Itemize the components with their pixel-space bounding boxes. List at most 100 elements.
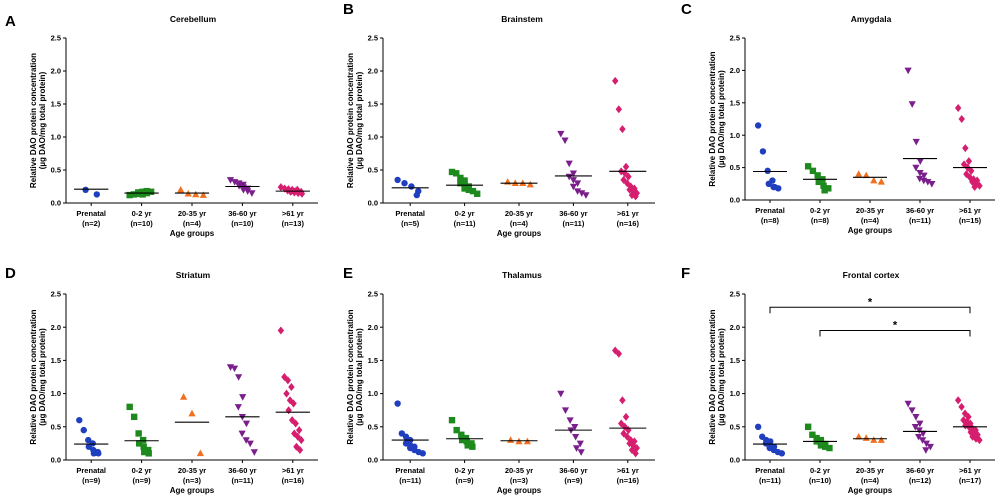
data-point (557, 390, 565, 398)
y-tick-label: 1.5 (730, 356, 740, 365)
y-tick-label: 2.0 (730, 66, 740, 75)
data-point (825, 185, 832, 192)
data-point (457, 180, 464, 187)
x-tick-n-label: (n=16) (617, 219, 640, 228)
y-tick-label: 1.0 (368, 389, 378, 398)
data-point (928, 181, 936, 188)
data-point (196, 449, 204, 457)
data-point (971, 183, 978, 192)
x-tick-label: >61 yr (959, 206, 981, 215)
data-point (915, 433, 923, 441)
data-point (911, 424, 919, 431)
data-point (968, 166, 975, 175)
data-point (242, 437, 250, 444)
panel-letter: D (5, 265, 16, 282)
x-tick-n-label: (n=5) (401, 219, 420, 228)
data-point (855, 170, 863, 177)
data-point (632, 449, 639, 458)
x-tick-label: 20-35 yr (178, 466, 206, 475)
data-point (965, 157, 973, 166)
data-point (908, 407, 916, 414)
data-point (960, 416, 967, 425)
data-point (612, 76, 619, 85)
y-tick-label: 1.0 (51, 133, 61, 142)
y-tick-label: 2.0 (51, 323, 61, 332)
x-tick-label: 0-2 yr (810, 466, 830, 475)
data-point (625, 172, 632, 181)
x-tick-label: 0-2 yr (455, 466, 475, 475)
y-tick-label: 0.0 (51, 456, 61, 465)
y-tick-label: 1.5 (368, 356, 378, 365)
data-point (284, 376, 292, 385)
y-tick-label: 2.5 (730, 290, 740, 299)
data-point (821, 187, 828, 194)
x-tick-n-label: (n=16) (282, 476, 305, 485)
x-tick-n-label: (n=11) (909, 216, 931, 225)
data-point (569, 177, 577, 184)
x-tick-n-label: (n=15) (959, 216, 982, 225)
data-point (283, 389, 290, 398)
data-point (571, 424, 579, 431)
data-point (147, 188, 155, 195)
data-point (250, 449, 258, 456)
data-point (448, 168, 456, 176)
data-point (296, 446, 304, 455)
data-point (754, 122, 762, 129)
data-point (916, 158, 924, 165)
data-point (912, 164, 920, 172)
data-point (877, 436, 885, 443)
x-tick-n-label: (n=3) (510, 476, 529, 485)
data-point (465, 183, 472, 190)
data-point (615, 349, 623, 358)
data-point (469, 443, 476, 450)
y-tick-label: 0.5 (51, 422, 61, 431)
x-tick-label: 36-60 yr (559, 209, 587, 218)
data-point (295, 426, 303, 435)
data-point (141, 448, 148, 456)
data-point (287, 187, 294, 196)
x-tick-n-label: (n=2) (82, 219, 101, 228)
y-axis-title-line2: (µg DAO/mg total protein) (355, 328, 364, 426)
data-point (573, 180, 582, 187)
data-point (870, 176, 878, 184)
data-point (904, 400, 912, 408)
data-point (862, 171, 870, 179)
data-point (809, 167, 817, 175)
y-tick-label: 1.0 (730, 389, 740, 398)
data-point (916, 169, 924, 177)
x-tick-n-label: (n=16) (617, 476, 640, 485)
data-point (93, 191, 101, 198)
x-axis-title: Age groups (170, 486, 215, 495)
y-tick-label: 2.5 (368, 34, 378, 43)
data-point (915, 427, 923, 434)
x-tick-n-label: (n=11) (454, 219, 476, 228)
x-tick-label: Prenatal (395, 466, 425, 475)
data-point (862, 434, 870, 441)
data-point (288, 382, 295, 391)
data-point (809, 431, 816, 438)
data-point (569, 170, 578, 178)
data-point (954, 396, 962, 405)
data-point (139, 436, 147, 444)
x-axis-title: Age groups (848, 226, 893, 235)
data-point (976, 181, 983, 190)
y-axis-title-line1: Relative DAO protein concentration (29, 309, 38, 444)
y-tick-label: 0.0 (368, 456, 378, 465)
data-point (633, 189, 640, 198)
data-point (473, 190, 481, 197)
data-point (277, 326, 285, 335)
y-tick-label: 2.5 (368, 290, 378, 299)
data-point (976, 436, 983, 445)
x-tick-label: 36-60 yr (906, 466, 934, 475)
x-tick-label: 20-35 yr (856, 206, 884, 215)
x-tick-n-label: (n=10) (130, 219, 153, 228)
data-point (145, 450, 152, 457)
data-point (180, 393, 188, 400)
y-tick-label: 1.5 (730, 98, 740, 107)
data-point (234, 404, 242, 411)
data-point (920, 172, 928, 180)
data-point (126, 403, 133, 411)
y-axis-title-line1: Relative DAO protein concentration (708, 309, 717, 444)
x-tick-n-label: (n=17) (959, 476, 982, 485)
data-point (764, 167, 771, 175)
